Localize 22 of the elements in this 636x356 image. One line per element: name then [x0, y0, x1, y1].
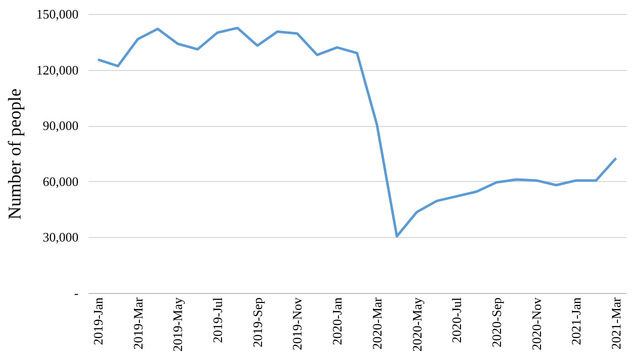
x-tick-label: 2020-May	[409, 297, 424, 352]
x-tick-label: 2021-Mar	[608, 296, 624, 350]
x-tick-label: 2020-Jul	[449, 297, 464, 343]
x-tick-label: 2019-Mar	[130, 296, 146, 350]
y-tick-label: -	[74, 286, 78, 300]
x-tick-label: 2019-Sep	[250, 298, 265, 348]
x-tick-label: 2019-Jul	[210, 297, 226, 343]
y-tick-label: 60,000	[42, 174, 78, 189]
x-tick-label: 2021-Jan	[568, 297, 584, 346]
y-tick-label: 120,000	[36, 62, 78, 78]
y-axis-title: Number of people	[4, 88, 24, 220]
x-tick-label: 2019-Jan	[90, 297, 106, 346]
x-tick-label: 2020-Sep	[488, 298, 504, 348]
line-series	[96, 26, 618, 238]
y-tick-label: 90,000	[42, 118, 78, 134]
x-tick-label: 2019-May	[170, 297, 186, 352]
x-tick-label: 2020-Mar	[369, 296, 384, 350]
x-tick-label: 2020-Jan	[330, 297, 345, 346]
x-tick-label: 2020-Nov	[528, 297, 544, 350]
y-tick-label: 30,000	[42, 230, 78, 245]
y-tick-label: 150,000	[36, 6, 78, 22]
x-tick-label: 2019-Nov	[290, 297, 305, 350]
